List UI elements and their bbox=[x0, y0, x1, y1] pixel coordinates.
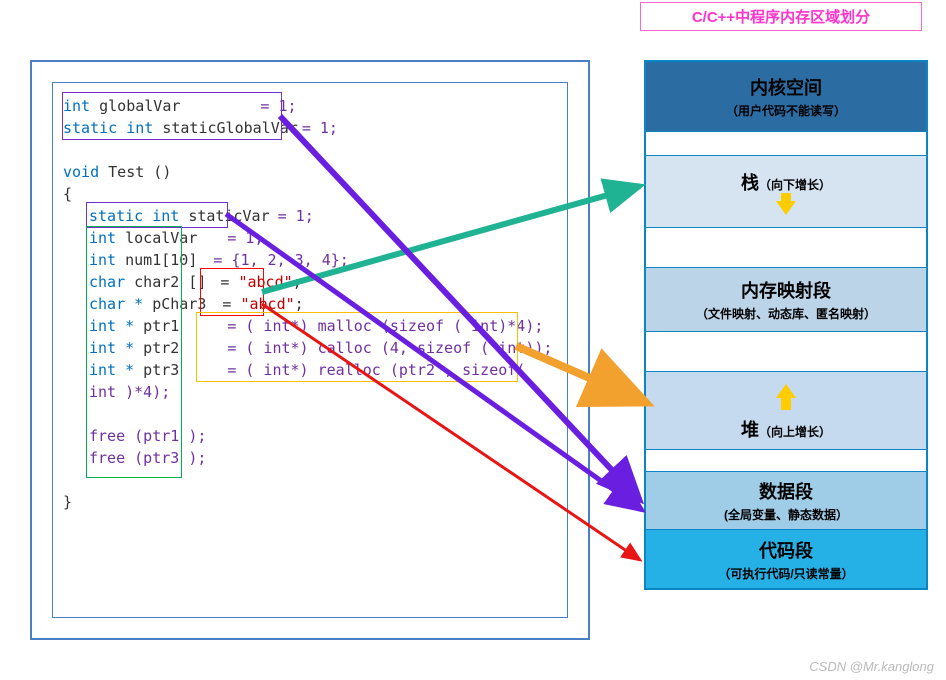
kw: char * bbox=[89, 295, 143, 313]
var: ptr2 bbox=[134, 339, 179, 357]
var: localVar bbox=[116, 229, 197, 247]
kw: int * bbox=[89, 361, 134, 379]
kw: int * bbox=[89, 339, 134, 357]
mem-stack-sub: （向下增长） bbox=[759, 178, 831, 192]
kw: void bbox=[63, 163, 99, 181]
kw: char bbox=[89, 273, 125, 291]
mem-data-sub: (全局变量、静态数据） bbox=[724, 506, 848, 523]
val: = 1; bbox=[260, 97, 296, 115]
mem-text: 代码段 （可执行代码/只读常量） bbox=[646, 530, 926, 588]
kw: int bbox=[89, 251, 116, 269]
arrow-up-icon bbox=[776, 384, 796, 398]
mem-gap-3 bbox=[646, 332, 926, 372]
memory-layout: 内核空间 （用户代码不能读写） 栈（向下增长） 内存映射段 （文件映射、动态库、… bbox=[644, 60, 928, 590]
free: free (ptr3 ); bbox=[63, 447, 557, 469]
val: = 1; bbox=[278, 207, 314, 225]
var: ptr3 bbox=[134, 361, 179, 379]
kw: int bbox=[63, 97, 90, 115]
var: pChar3 bbox=[143, 295, 206, 313]
str: "abcd" bbox=[240, 295, 294, 313]
val: = 1; bbox=[302, 119, 338, 137]
brace: } bbox=[63, 491, 557, 513]
watermark: CSDN @Mr.kanglong bbox=[809, 659, 934, 674]
mem-mmap: 内存映射段 （文件映射、动态库、匿名映射） bbox=[646, 268, 926, 332]
val: = {1, 2, 3, 4}; bbox=[213, 251, 348, 269]
fn-name: Test () bbox=[99, 163, 171, 181]
mem-stack-region: 栈（向下增长） bbox=[646, 156, 926, 228]
mem-stack-title: 栈 bbox=[741, 173, 759, 193]
free: free (ptr1 ); bbox=[63, 425, 557, 447]
kw: int * bbox=[89, 317, 134, 335]
mem-text-sub: （可执行代码/只读常量） bbox=[718, 565, 853, 582]
brace: { bbox=[63, 183, 557, 205]
var: num1[10] bbox=[116, 251, 197, 269]
var: ptr1 bbox=[134, 317, 179, 335]
expr: = ( int*) malloc (sizeof ( int)*4); bbox=[227, 317, 543, 335]
memory-diagram-title: C/C++中程序内存区域划分 bbox=[640, 2, 922, 31]
mem-text-title: 代码段 bbox=[759, 537, 813, 563]
mem-mmap-title: 内存映射段 bbox=[741, 277, 831, 303]
semi: ; bbox=[293, 273, 302, 291]
eq: = bbox=[220, 273, 238, 291]
var: globalVar bbox=[90, 97, 180, 115]
var: staticGlobalVar bbox=[153, 119, 298, 137]
code-panel: int globalVar = 1; static int staticGloba… bbox=[30, 60, 590, 640]
mem-data-title: 数据段 bbox=[759, 478, 813, 504]
expr: = ( int*) calloc (4, sizeof ( int)); bbox=[227, 339, 552, 357]
kw: static int bbox=[63, 119, 153, 137]
mem-heap: 堆（向上增长） bbox=[646, 372, 926, 450]
mem-gap-4 bbox=[646, 450, 926, 472]
var: staticVar bbox=[179, 207, 269, 225]
code-inner-border: int globalVar = 1; static int staticGloba… bbox=[52, 82, 568, 618]
mem-kernel-title: 内核空间 bbox=[750, 74, 822, 100]
str: "abcd" bbox=[238, 273, 292, 291]
val: = 1; bbox=[227, 229, 263, 247]
kw: int bbox=[89, 229, 116, 247]
mem-kernel-sub: （用户代码不能读写） bbox=[726, 102, 846, 119]
mem-gap-2 bbox=[646, 228, 926, 268]
semi: ; bbox=[295, 295, 304, 313]
mem-gap-1 bbox=[646, 132, 926, 156]
mem-heap-title: 堆 bbox=[741, 420, 759, 440]
kw: static int bbox=[89, 207, 179, 225]
code-body: int globalVar = 1; static int staticGloba… bbox=[53, 83, 567, 525]
mem-data: 数据段 (全局变量、静态数据） bbox=[646, 472, 926, 530]
mem-kernel: 内核空间 （用户代码不能读写） bbox=[646, 62, 926, 132]
var: char2 [] bbox=[125, 273, 206, 291]
mem-heap-sub: （向上增长） bbox=[759, 425, 831, 439]
eq: = bbox=[222, 295, 240, 313]
mem-mmap-sub: （文件映射、动态库、匿名映射） bbox=[696, 305, 876, 322]
arrow-down-icon bbox=[776, 201, 796, 215]
